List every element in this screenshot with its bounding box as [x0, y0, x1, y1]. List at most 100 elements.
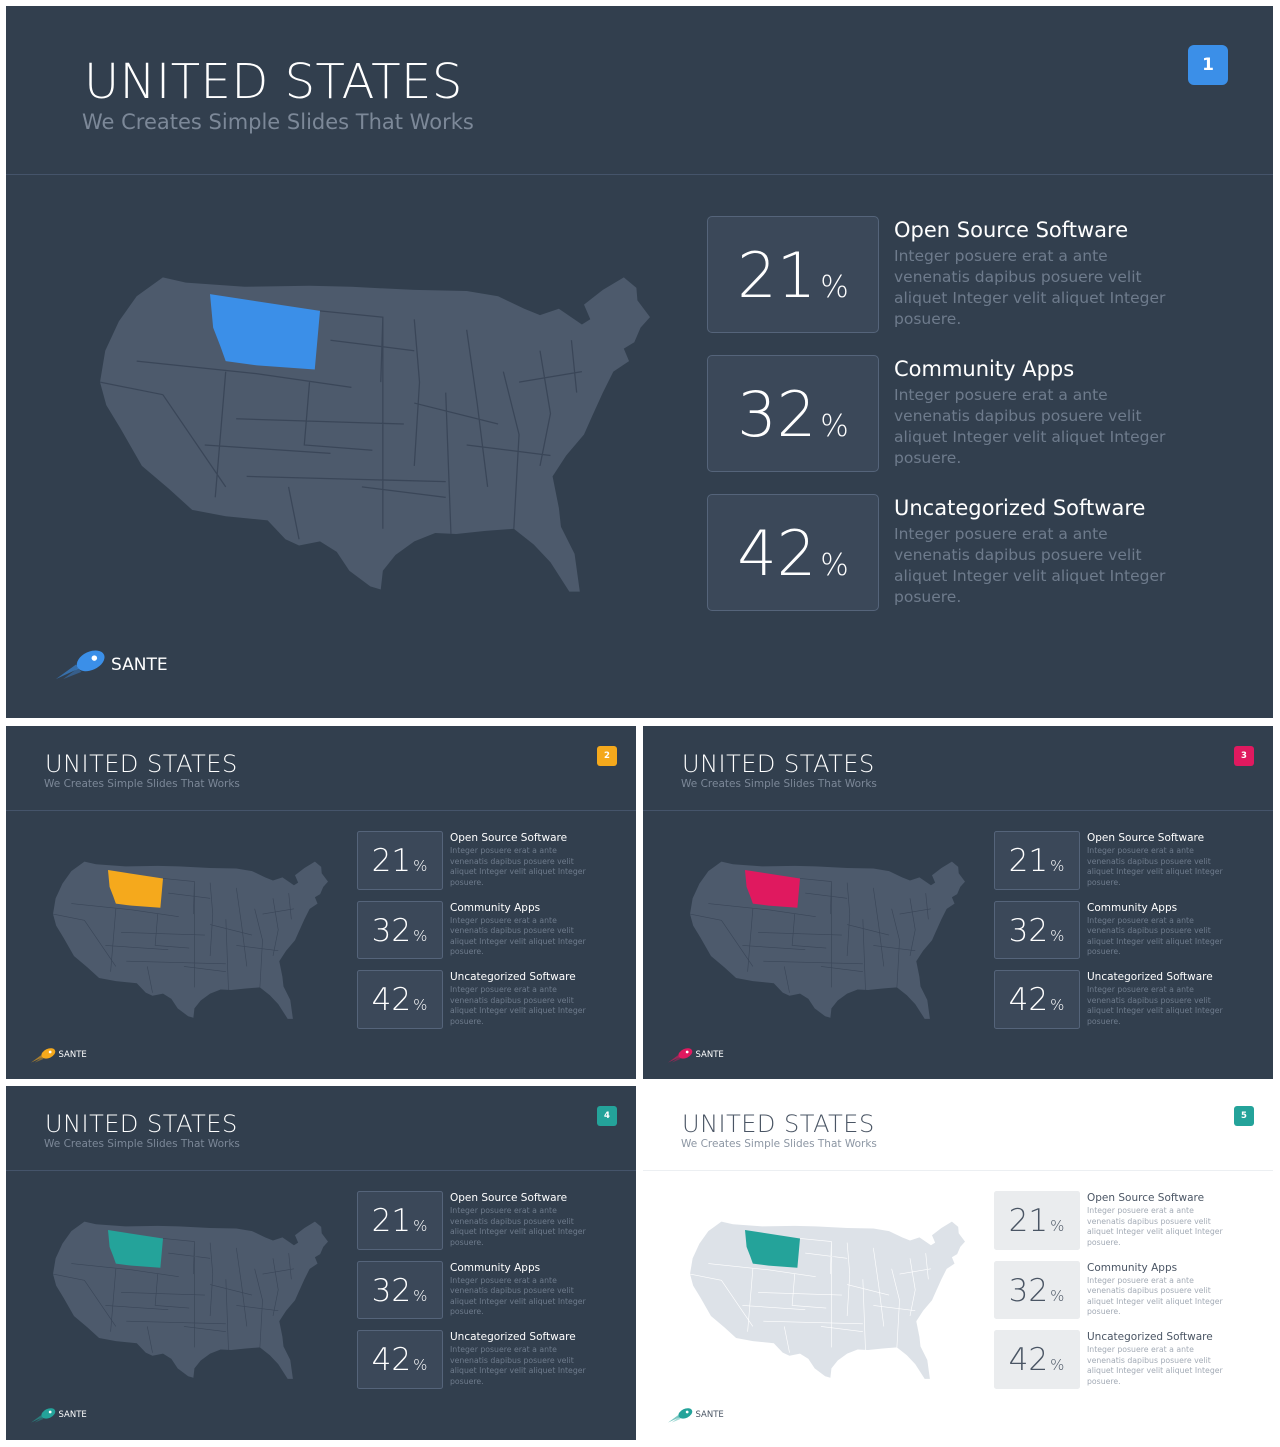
slide-title: UNITED STATES	[682, 750, 875, 778]
stat-unit: %	[1050, 857, 1065, 875]
stat-description: Integer posuere erat a ante venenatis da…	[450, 1275, 586, 1317]
stat-card: 42%	[993, 1330, 1080, 1389]
stat-value: 32	[371, 912, 412, 949]
stat-description: Integer posuere erat a ante venenatis da…	[450, 985, 586, 1026]
brand-logo: SANTE	[667, 1407, 724, 1424]
stat-card: 32%	[356, 1260, 443, 1319]
slide-number-badge: 2	[597, 745, 617, 766]
us-map-outline	[690, 861, 965, 1019]
stat-card: 21%	[707, 216, 879, 333]
stat-unit: %	[1050, 996, 1065, 1014]
us-map	[100, 277, 650, 592]
header-divider	[643, 1170, 1273, 1171]
stat-card: 42%	[993, 970, 1080, 1029]
slide-subtitle: We Creates Simple Slides That Works	[44, 778, 240, 790]
us-map	[690, 1221, 965, 1379]
stat-card: 32%	[993, 1260, 1080, 1319]
rocket-icon	[30, 1408, 56, 1423]
header-divider	[6, 810, 636, 811]
montana-highlight	[745, 870, 800, 908]
brand-name: SANTE	[695, 1410, 724, 1421]
slide-3[interactable]: UNITED STATES We Creates Simple Slides Th…	[643, 726, 1273, 1079]
stat-description: Integer posuere erat a ante venenatis da…	[450, 1345, 586, 1386]
us-map	[53, 1221, 328, 1379]
stat-description: Integer posuere erat a ante venenatis da…	[1087, 1345, 1223, 1386]
state-borders	[690, 878, 932, 993]
slide-5[interactable]: UNITED STATES We Creates Simple Slides Th…	[643, 1086, 1273, 1440]
state-borders	[100, 310, 583, 540]
stat-value: 32	[737, 378, 817, 451]
us-map-outline	[53, 1221, 328, 1379]
stat-title: Community Apps	[450, 1261, 541, 1274]
stat-title: Community Apps	[1087, 901, 1178, 914]
stat-card: 21%	[993, 831, 1080, 890]
stat-description: Integer posuere erat a ante venenatis da…	[450, 915, 586, 957]
stat-unit: %	[413, 996, 428, 1014]
stat-unit: %	[413, 1217, 428, 1235]
stat-unit: %	[1050, 1286, 1065, 1305]
stat-unit: %	[1050, 1356, 1065, 1374]
stat-title: Community Apps	[894, 357, 1075, 381]
brand-logo: SANTE	[54, 648, 168, 681]
stat-description: Integer posuere erat a ante venenatis da…	[1087, 915, 1223, 957]
stat-unit: %	[820, 548, 849, 583]
slide-subtitle: We Creates Simple Slides That Works	[44, 1138, 240, 1150]
state-borders	[53, 878, 295, 993]
stat-unit: %	[413, 1356, 428, 1374]
stat-unit: %	[413, 926, 428, 945]
rocket-icon	[667, 1048, 693, 1063]
stat-description: Integer posuere erat a ante venenatis da…	[894, 525, 1166, 606]
stat-title: Uncategorized Software	[450, 1331, 576, 1343]
rocket-icon	[30, 1048, 56, 1063]
stat-description: Integer posuere erat a ante venenatis da…	[1087, 1206, 1223, 1247]
stat-value: 21	[371, 843, 412, 879]
stat-card: 32%	[356, 900, 443, 959]
stat-value: 32	[371, 1272, 412, 1309]
stat-description: Integer posuere erat a ante venenatis da…	[1087, 985, 1223, 1026]
stat-card: 42%	[707, 494, 879, 611]
stat-title: Open Source Software	[1087, 1192, 1205, 1204]
slide-number-badge: 3	[1234, 745, 1254, 766]
stat-value: 21	[1008, 843, 1049, 879]
slide-2[interactable]: UNITED STATES We Creates Simple Slides Th…	[6, 726, 636, 1079]
stat-unit: %	[1050, 926, 1065, 945]
us-map-outline	[690, 1221, 965, 1379]
us-map-outline	[100, 277, 650, 592]
us-map	[53, 861, 328, 1019]
stat-title: Uncategorized Software	[1087, 1331, 1213, 1343]
slide-1[interactable]: UNITED STATES We Creates Simple Slides Th…	[6, 6, 1273, 718]
stat-value: 21	[371, 1203, 412, 1239]
stat-unit: %	[1050, 1217, 1065, 1235]
brand-name: SANTE	[58, 1410, 87, 1421]
header-divider	[6, 174, 1273, 175]
stat-value: 42	[737, 517, 817, 590]
stat-value: 42	[1008, 1342, 1049, 1378]
montana-highlight	[210, 294, 320, 370]
montana-highlight	[108, 1230, 163, 1268]
stat-title: Community Apps	[450, 901, 541, 914]
stat-title: Uncategorized Software	[894, 496, 1146, 520]
montana-highlight	[108, 870, 163, 908]
slide-title: UNITED STATES	[84, 54, 463, 110]
stat-unit: %	[413, 1286, 428, 1305]
stat-title: Open Source Software	[450, 832, 568, 844]
stat-value: 32	[1008, 912, 1049, 949]
slide-title: UNITED STATES	[45, 750, 238, 778]
brand-name: SANTE	[58, 1050, 87, 1061]
slide-title: UNITED STATES	[682, 1110, 875, 1138]
stat-card: 32%	[707, 355, 879, 472]
stat-unit: %	[413, 857, 428, 875]
stat-value: 21	[737, 239, 817, 312]
stat-card: 42%	[356, 1330, 443, 1389]
stat-card: 42%	[356, 970, 443, 1029]
stat-title: Open Source Software	[1087, 832, 1205, 844]
slide-subtitle: We Creates Simple Slides That Works	[681, 778, 877, 790]
stat-value: 42	[371, 1342, 412, 1378]
slide-number-badge: 1	[1188, 45, 1228, 85]
slide-title: UNITED STATES	[45, 1110, 238, 1138]
stat-description: Integer posuere erat a ante venenatis da…	[450, 1206, 586, 1247]
stat-value: 42	[1008, 982, 1049, 1018]
slide-subtitle: We Creates Simple Slides That Works	[82, 110, 474, 134]
stat-description: Integer posuere erat a ante venenatis da…	[1087, 1275, 1223, 1317]
slide-4[interactable]: UNITED STATES We Creates Simple Slides Th…	[6, 1086, 636, 1440]
